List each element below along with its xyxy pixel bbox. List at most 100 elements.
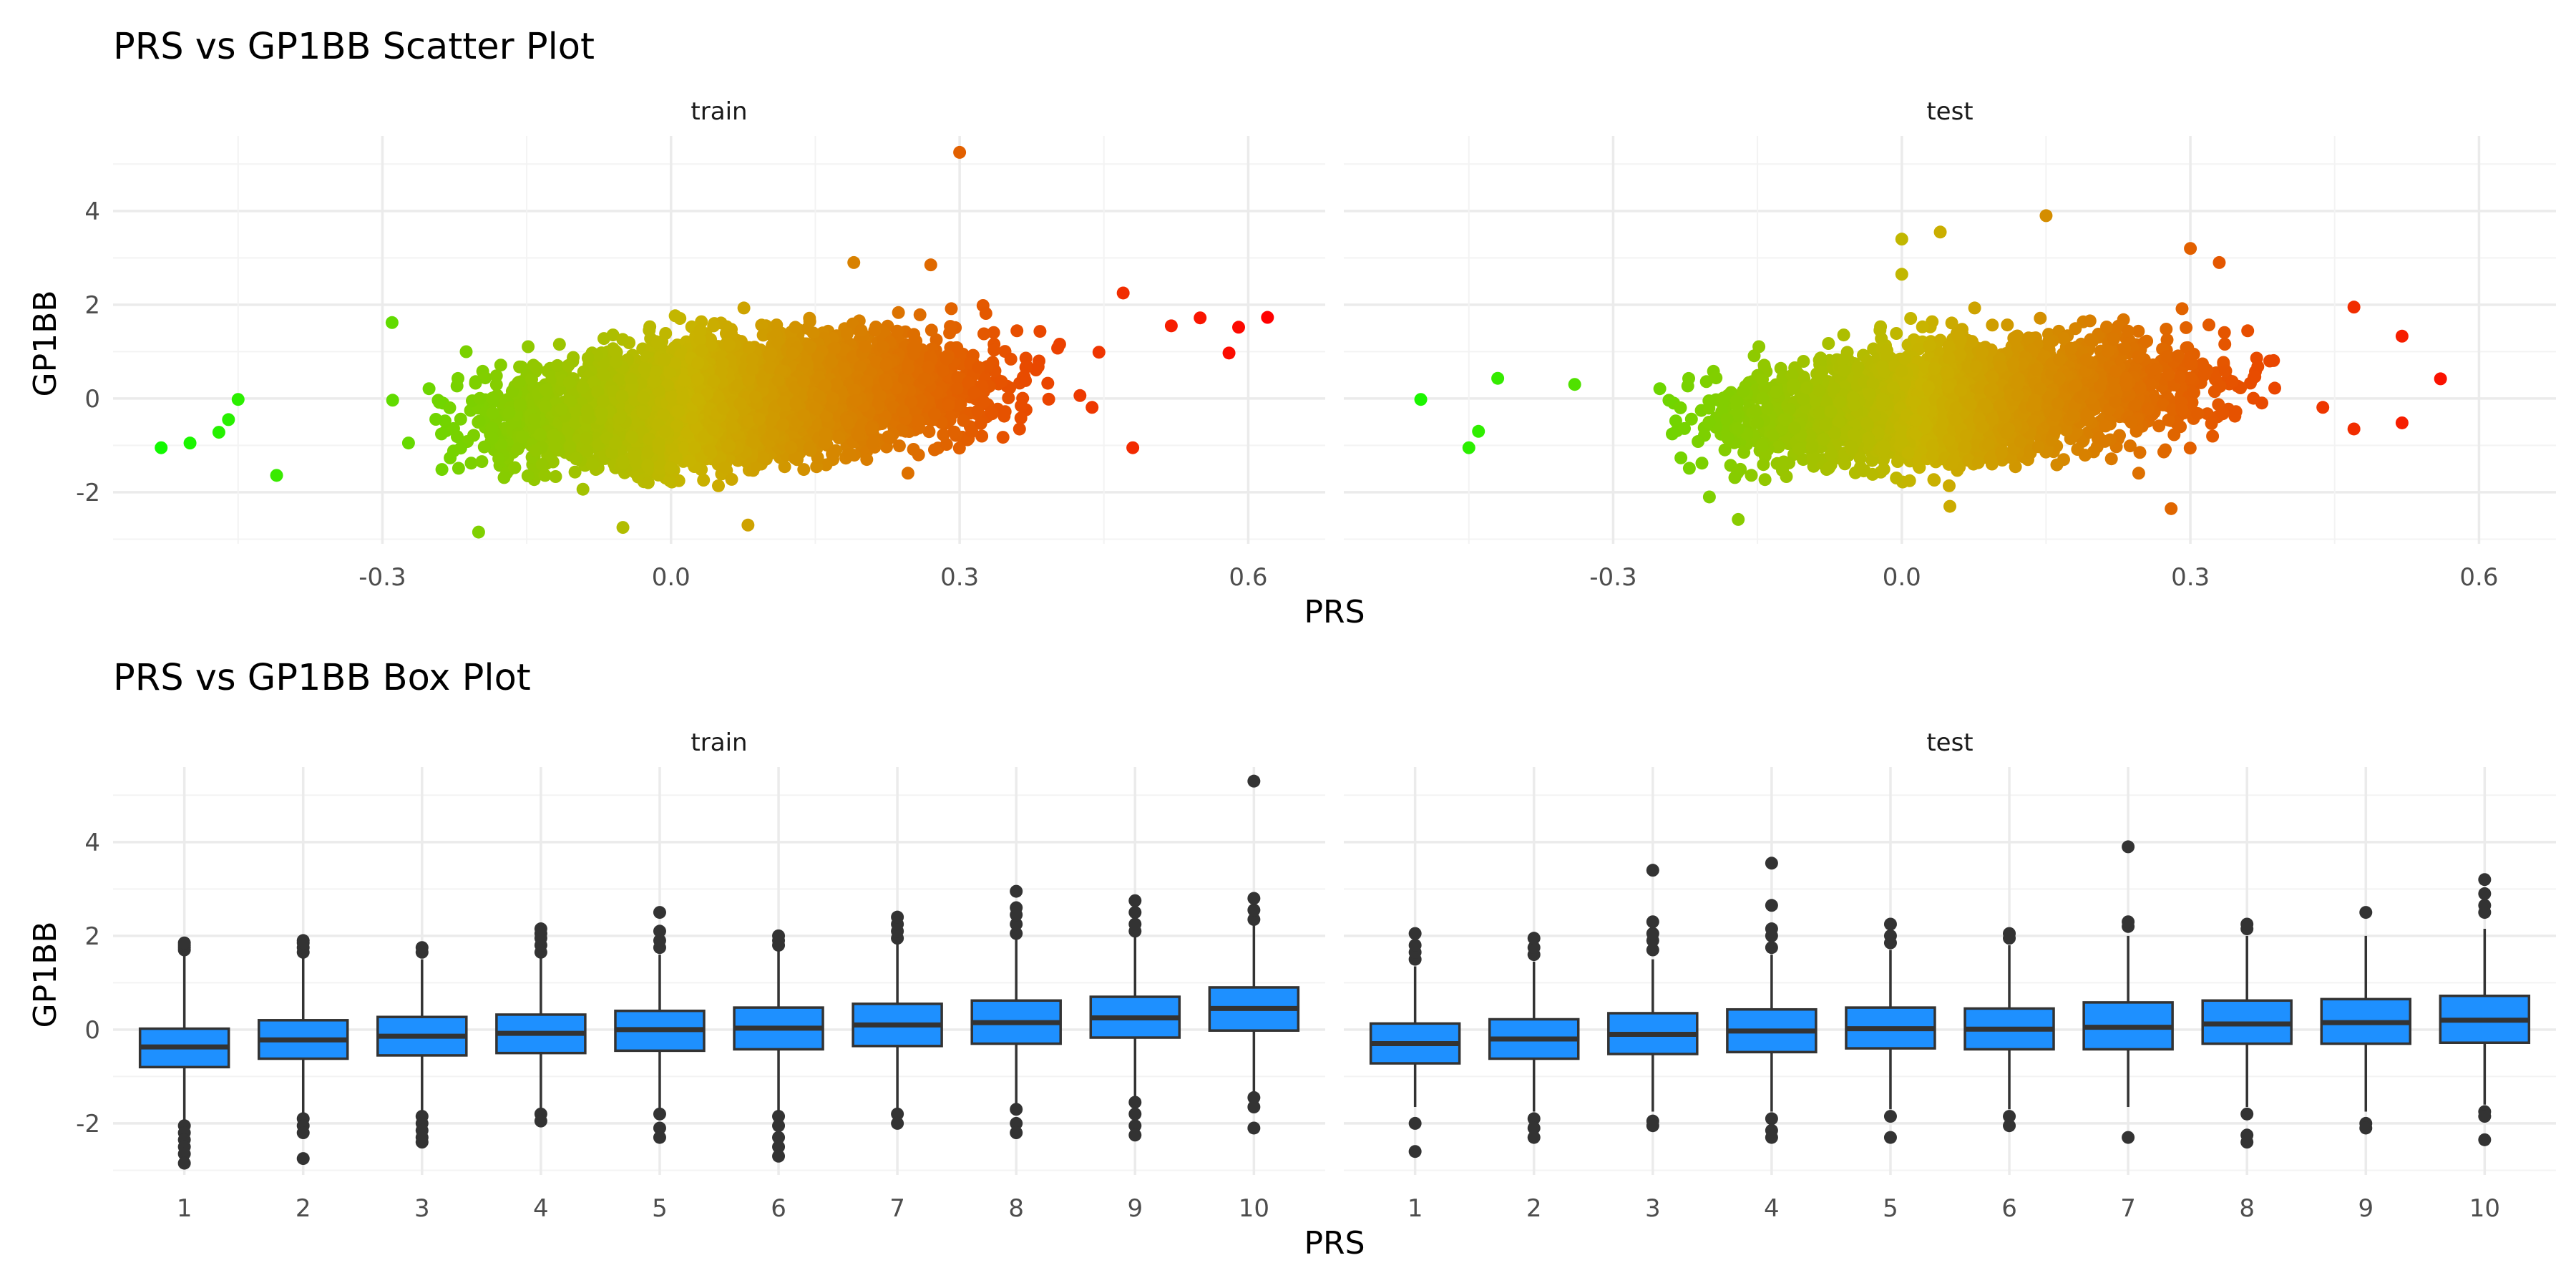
scatter-point xyxy=(860,453,874,467)
scatter-point xyxy=(1092,346,1106,359)
scatter-point xyxy=(512,376,526,389)
scatter-point xyxy=(485,431,499,445)
scatter-point xyxy=(641,476,655,489)
scatter-point xyxy=(937,428,950,441)
scatter-point xyxy=(974,416,987,430)
scatter-point xyxy=(659,327,673,340)
scatter-point xyxy=(525,373,538,386)
scatter-point xyxy=(712,479,725,492)
scatter-point xyxy=(951,371,965,384)
scatter-point xyxy=(907,443,920,456)
scatter-point xyxy=(451,430,464,444)
scatter-point xyxy=(454,412,467,426)
scatter-point xyxy=(913,308,927,321)
scatter-point xyxy=(535,458,549,471)
scatter-point xyxy=(747,435,760,449)
scatter-point xyxy=(892,439,906,453)
scatter-point xyxy=(866,436,879,450)
scatter-point xyxy=(508,461,522,474)
scatter-point xyxy=(951,345,965,358)
scatter-point xyxy=(511,442,525,456)
scatter-point xyxy=(892,306,905,319)
scatter-point xyxy=(672,474,686,487)
scatter-point xyxy=(854,323,868,337)
scatter-point xyxy=(952,441,966,455)
scatter-point xyxy=(928,443,941,457)
scatter-point xyxy=(771,336,785,350)
scatter-point xyxy=(477,440,491,454)
scatter-point xyxy=(563,440,577,453)
scatter-point xyxy=(1033,325,1047,338)
scatter-point xyxy=(435,463,449,477)
scatter-point xyxy=(663,367,677,380)
scatter-point xyxy=(922,425,936,439)
scatter-point xyxy=(977,327,990,341)
scatter-point xyxy=(1051,341,1065,355)
scatter-point xyxy=(819,458,833,472)
scatter-point xyxy=(1004,352,1018,366)
scatter-point xyxy=(443,401,457,414)
scatter-point xyxy=(563,394,577,408)
scatter-point xyxy=(897,373,911,386)
scatter-point xyxy=(492,452,506,465)
scatter-point xyxy=(901,467,914,480)
scatter-point xyxy=(452,462,465,475)
scatter-point xyxy=(529,444,542,457)
scatter-point xyxy=(1031,360,1045,374)
scatter-point xyxy=(429,413,443,426)
scatter-point xyxy=(616,333,630,346)
scatter-point xyxy=(914,394,928,407)
scatter-point xyxy=(570,452,583,466)
scatter-point xyxy=(401,436,415,450)
scatter-point xyxy=(551,358,564,372)
scatter-point xyxy=(874,389,887,403)
scatter-point xyxy=(695,344,708,358)
scatter-point xyxy=(597,332,610,346)
scatter-point xyxy=(998,405,1012,419)
scatter-point xyxy=(494,438,507,452)
scatter-point xyxy=(452,371,464,385)
scatter-point xyxy=(693,324,706,338)
scatter-point xyxy=(530,361,543,375)
scatter-point xyxy=(819,427,833,441)
scatter-grid-train xyxy=(113,136,1325,544)
scatter-point xyxy=(837,343,851,356)
scatter-point xyxy=(486,391,499,405)
scatter-point xyxy=(1013,422,1026,436)
scatter-point xyxy=(670,419,683,433)
scatter-point xyxy=(668,356,682,370)
scatter-point xyxy=(658,353,671,367)
scatter-point xyxy=(703,444,717,457)
scatter-point xyxy=(975,429,989,443)
scatter-point xyxy=(1073,389,1087,402)
scatter-point xyxy=(707,319,721,333)
scatter-point xyxy=(962,376,975,389)
scatter-point xyxy=(1014,411,1028,425)
scatter-point xyxy=(521,469,535,482)
scatter-point xyxy=(514,360,528,374)
scatter-point xyxy=(486,406,499,420)
scatter-point xyxy=(806,326,820,340)
scatter-point xyxy=(562,376,576,389)
scatter-point xyxy=(1015,399,1028,413)
scatter-point xyxy=(569,416,582,429)
scatter-point xyxy=(505,384,519,398)
scatter-point xyxy=(828,341,841,355)
scatter-point xyxy=(1085,401,1099,414)
scatter-point xyxy=(756,328,770,342)
scatter-point xyxy=(1019,374,1033,387)
scatter-point xyxy=(683,454,696,468)
scatter-point xyxy=(494,358,507,372)
scatter-point xyxy=(562,358,575,372)
scatter-point xyxy=(676,391,690,405)
scatter-point xyxy=(755,318,769,332)
scatter-point xyxy=(1010,324,1024,338)
scatter-title: PRS vs GP1BB Scatter Plot xyxy=(113,26,595,68)
scatter-point xyxy=(868,323,882,337)
scatter-point xyxy=(971,404,985,418)
scatter-point xyxy=(737,301,751,315)
scatter-point xyxy=(945,302,958,316)
scatter-point xyxy=(641,445,655,459)
scatter-point xyxy=(422,382,436,396)
scatter-point xyxy=(704,333,718,346)
